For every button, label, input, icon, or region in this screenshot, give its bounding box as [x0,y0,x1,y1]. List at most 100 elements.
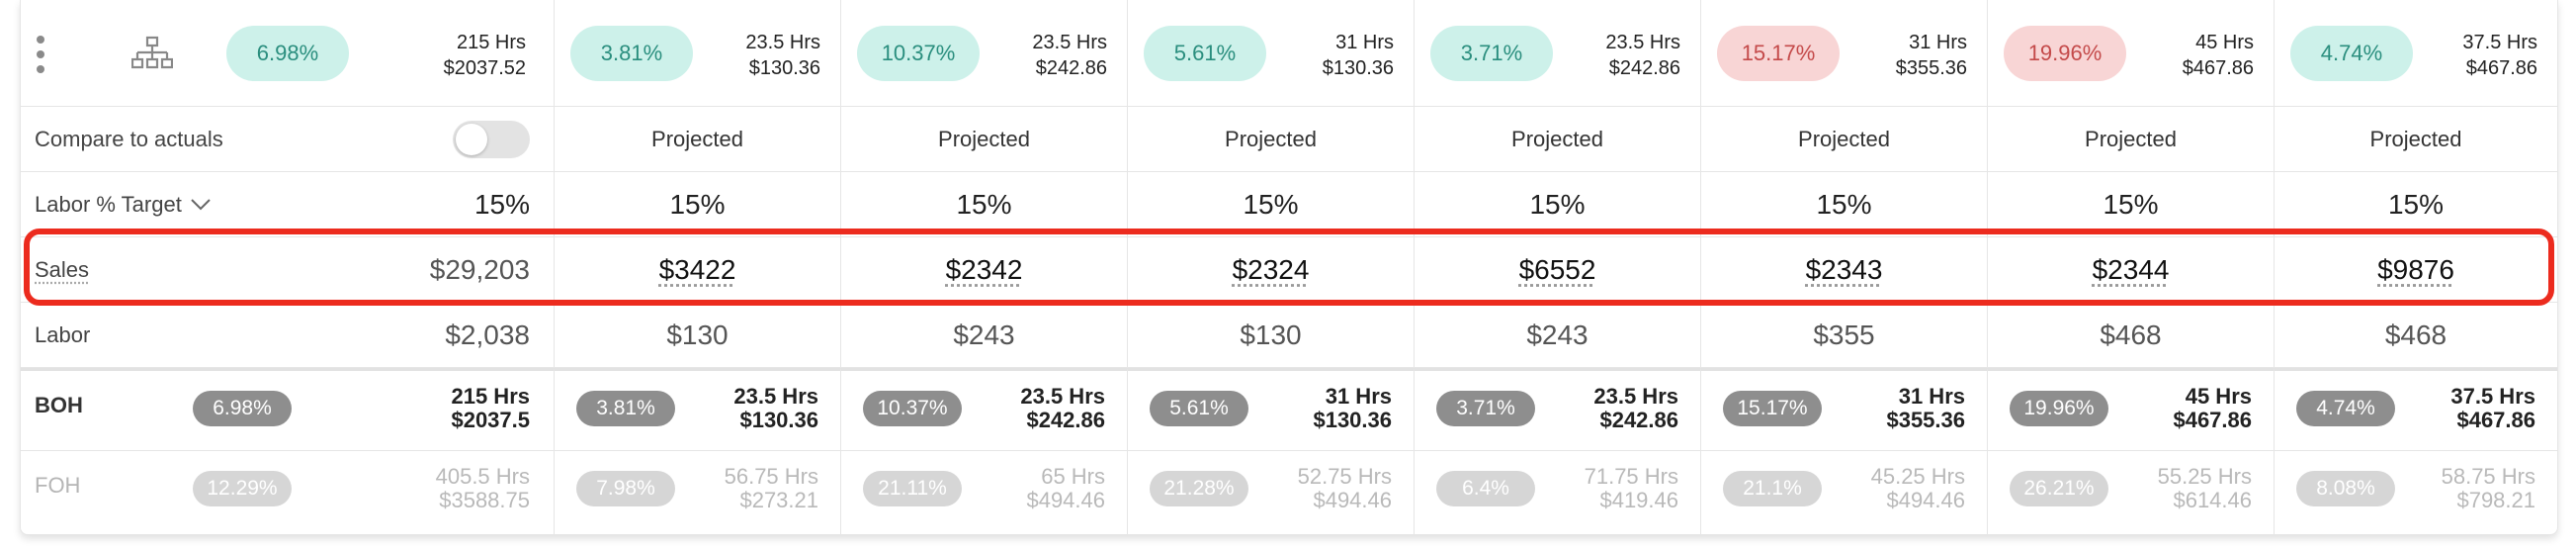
chevron-down-icon[interactable] [190,192,212,218]
day-cost: $242.86 [1608,57,1680,79]
boh-total-pct-badge: 6.98% [193,391,292,426]
boh-cost: $467.86 [2456,408,2535,432]
boh-cost: $242.86 [1599,408,1678,432]
compare-actuals-toggle[interactable] [453,121,530,158]
compare-row-label-cell: Compare to actuals [21,107,555,172]
day-cost: $467.86 [2465,57,2537,79]
projected-label: Projected [2369,126,2462,151]
day-cost: $242.86 [1035,57,1107,79]
boh-pct-badge: 3.81% [576,391,675,426]
summary-day-4: 3.71% 23.5 Hrs $242.86 [1415,0,1701,107]
labor-day-2: $243 [841,303,1128,368]
day-hours: 37.5 Hrs [2462,32,2537,53]
labor-target-day-7[interactable]: 15% [2275,172,2557,237]
foh-pct-badge: 8.08% [2296,471,2395,506]
sales-value[interactable]: $2344 [2092,253,2170,285]
day-labor-pct-badge: 10.37% [857,26,980,81]
sales-day-5[interactable]: $2343 [1701,237,1988,303]
labor-target-value: 15% [2103,188,2159,220]
summary-day-6: 19.96% 45 Hrs $467.86 [1988,0,2275,107]
day-hours: 23.5 Hrs [1032,32,1107,53]
day-labor-pct-badge: 3.81% [570,26,693,81]
sales-day-2[interactable]: $2342 [841,237,1128,303]
boh-hours: 23.5 Hrs [1593,384,1678,409]
sales-label[interactable]: Sales [35,256,90,282]
boh-label-cell[interactable]: BOH 6.98% 215 Hrs $2037.5 [21,368,555,451]
labor-value: $243 [953,319,1015,350]
foh-cost: $419.46 [1599,488,1678,512]
foh-hours: 56.75 Hrs [724,464,818,489]
day-labor-pct-badge: 3.71% [1430,26,1553,81]
boh-pct-badge: 3.71% [1436,391,1535,426]
labor-target-label: Labor % Target [35,191,182,217]
total-hours: 215 Hrs [456,32,526,53]
summary-day-1: 3.81% 23.5 Hrs $130.36 [555,0,841,107]
labor-grid: 6.98% 215 Hrs $2037.52 3.81% 23.5 Hrs $13… [20,0,2558,535]
foh-day-7: 8.08% 58.75 Hrs $798.21 [2275,451,2557,534]
boh-pct-badge: 10.37% [863,391,962,426]
labor-target-day-3[interactable]: 15% [1128,172,1415,237]
labor-target-value: 15% [956,188,1012,220]
day-labor-pct-badge: 15.17% [1717,26,1840,81]
foh-total-cost: $3588.75 [439,488,530,512]
foh-cost: $273.21 [739,488,818,512]
boh-pct-badge: 15.17% [1723,391,1822,426]
labor-value: $468 [2100,319,2162,350]
total-cost: $2037.52 [443,57,526,79]
projected-label: Projected [1225,126,1317,151]
boh-total-cost: $2037.5 [451,408,530,432]
foh-cost: $614.46 [2173,488,2252,512]
boh-pct-badge: 4.74% [2296,391,2395,426]
labor-label: Labor [35,321,91,347]
compare-label: Compare to actuals [35,126,223,151]
labor-value: $355 [1813,319,1875,350]
sales-day-7[interactable]: $9876 [2275,237,2557,303]
labor-target-day-6[interactable]: 15% [1988,172,2275,237]
boh-day-2: 10.37% 23.5 Hrs $242.86 [841,368,1128,451]
labor-target-day-4[interactable]: 15% [1415,172,1701,237]
sales-value[interactable]: $3422 [658,253,736,285]
labor-target-label-cell[interactable]: Labor % Target 15% [21,172,555,237]
day-hours: 45 Hrs [2195,32,2254,53]
sales-value[interactable]: $2324 [1232,253,1310,285]
labor-day-4: $243 [1415,303,1701,368]
foh-pct-badge: 26.21% [2010,471,2108,506]
foh-label-cell[interactable]: FOH 12.29% 405.5 Hrs $3588.75 [21,451,555,534]
sales-day-6[interactable]: $2344 [1988,237,2275,303]
boh-label: BOH [35,393,83,417]
foh-total-hours: 405.5 Hrs [435,464,530,489]
boh-cost: $242.86 [1026,408,1105,432]
labor-target-day-1[interactable]: 15% [555,172,841,237]
compare-day-3: Projected [1128,107,1415,172]
boh-day-5: 15.17% 31 Hrs $355.36 [1701,368,1988,451]
kebab-menu-icon[interactable] [31,34,50,75]
sales-day-3[interactable]: $2324 [1128,237,1415,303]
labor-day-3: $130 [1128,303,1415,368]
labor-day-5: $355 [1701,303,1988,368]
toggle-knob [456,124,487,155]
sales-value[interactable]: $6552 [1518,253,1596,285]
sales-day-4[interactable]: $6552 [1415,237,1701,303]
foh-day-3: 21.28% 52.75 Hrs $494.46 [1128,451,1415,534]
day-hours: 23.5 Hrs [745,32,820,53]
sales-value[interactable]: $9876 [2377,253,2454,285]
labor-value: $243 [1526,319,1589,350]
boh-hours: 23.5 Hrs [733,384,818,409]
foh-label: FOH [35,473,81,498]
sales-value[interactable]: $2343 [1805,253,1883,285]
foh-cost: $494.46 [1886,488,1965,512]
labor-target-day-5[interactable]: 15% [1701,172,1988,237]
boh-cost: $130.36 [739,408,818,432]
foh-pct-badge: 21.11% [863,471,962,506]
summary-day-3: 5.61% 31 Hrs $130.36 [1128,0,1415,107]
boh-hours: 37.5 Hrs [2450,384,2535,409]
foh-day-2: 21.11% 65 Hrs $494.46 [841,451,1128,534]
sales-day-1[interactable]: $3422 [555,237,841,303]
foh-day-6: 26.21% 55.25 Hrs $614.46 [1988,451,2275,534]
sales-value[interactable]: $2342 [945,253,1023,285]
labor-target-value: 15% [1816,188,1872,220]
org-chart-icon[interactable] [130,36,174,71]
day-cost: $355.36 [1895,57,1967,79]
labor-target-day-2[interactable]: 15% [841,172,1128,237]
boh-day-7: 4.74% 37.5 Hrs $467.86 [2275,368,2557,451]
